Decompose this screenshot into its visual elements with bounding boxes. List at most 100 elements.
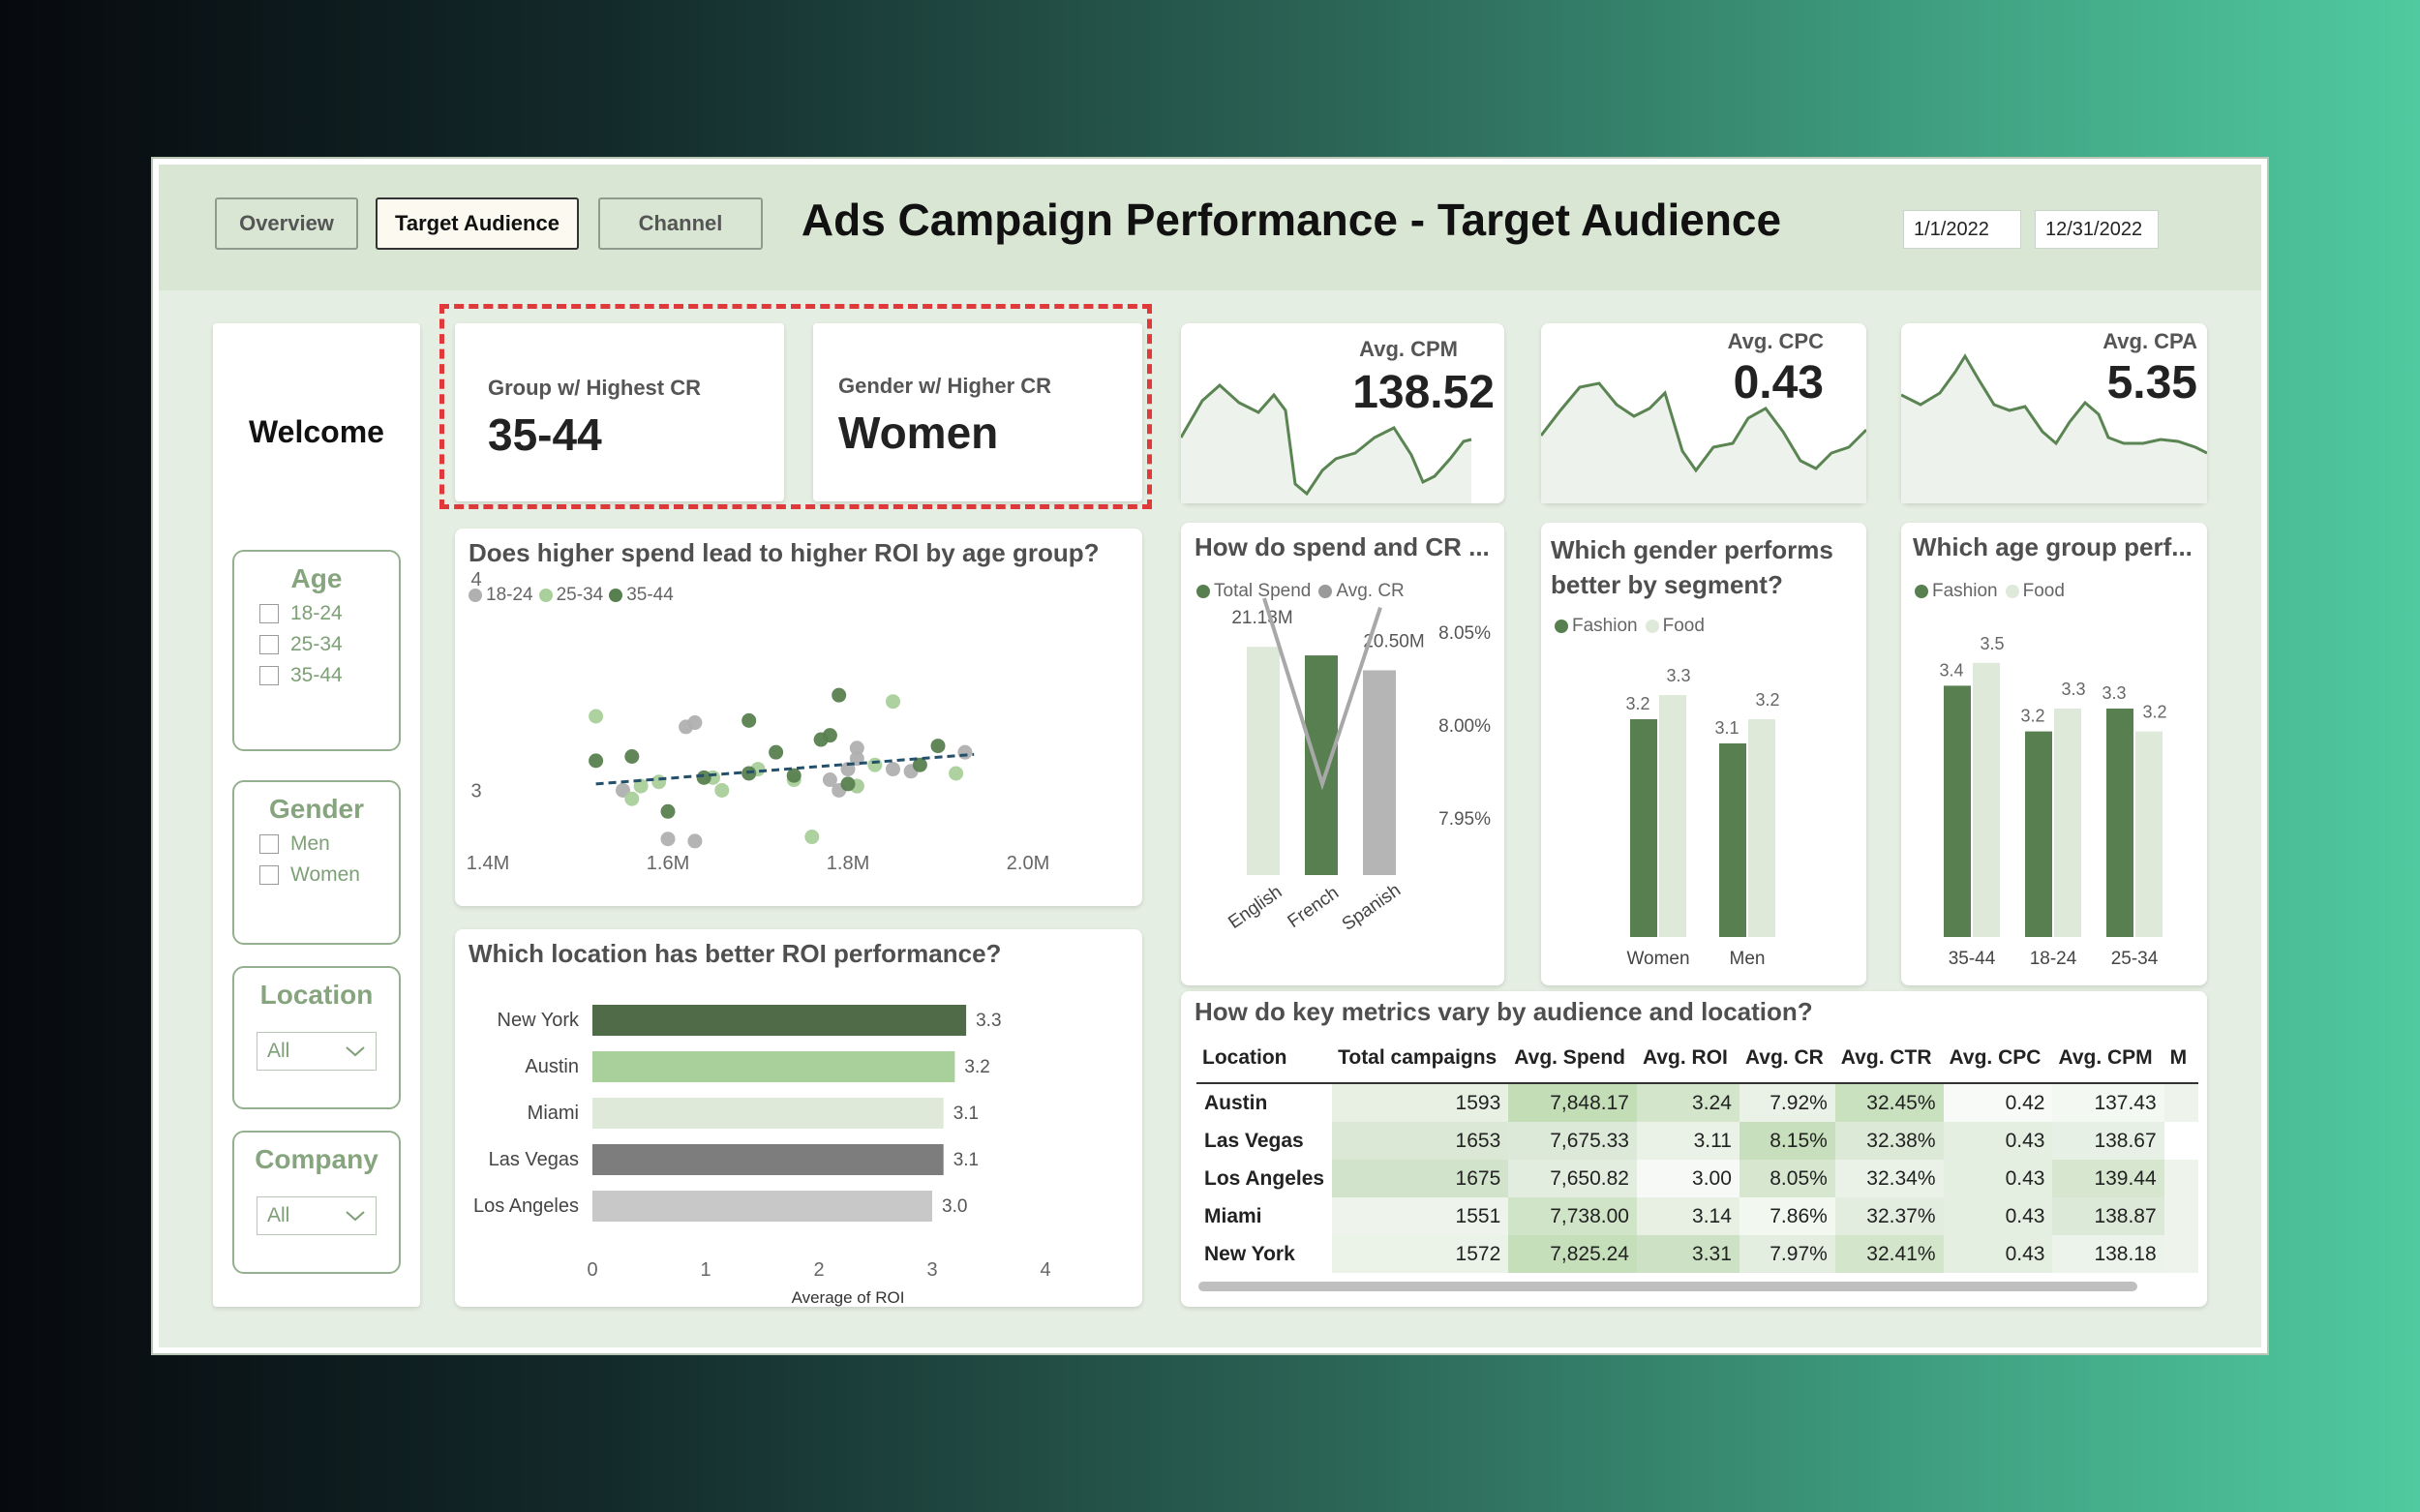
legend-dot xyxy=(2005,585,2019,598)
dropdown-value: All xyxy=(267,1040,290,1062)
y2-tick-label: 8.05% xyxy=(1438,623,1491,644)
age-slicer: Age 18-24 25-34 35-44 xyxy=(232,550,401,751)
data-label: 3.0 xyxy=(942,1196,967,1217)
scatter-legend: 18-24 25-34 35-44 xyxy=(469,585,674,606)
x-tick-label: 1.4M xyxy=(467,853,509,874)
age-option-25-34[interactable]: 25-34 xyxy=(259,633,399,656)
avg-cpm-card: Avg. CPM 138.52 xyxy=(1181,323,1504,503)
kpi-label: Group w/ Highest CR xyxy=(488,376,701,400)
table-cell: 3.24 xyxy=(1636,1083,1739,1122)
chart-title: How do spend and CR ... xyxy=(1195,532,1490,561)
gender-bar-chart: 3.2 3.3 Women 3.1 3.2 Men xyxy=(1625,666,1779,969)
row-location: Las Vegas xyxy=(1204,1129,1304,1152)
gender-legend: Fashion Food xyxy=(1555,616,1705,637)
data-label: 3.2 xyxy=(2020,707,2044,726)
data-label: 21.13M xyxy=(1231,608,1292,628)
end-date-input[interactable]: 12/31/2022 xyxy=(2035,210,2159,249)
table-row: Las Vegas 1653 7,675.33 3.11 8.15% 32.38% 0.43… xyxy=(1196,1122,2199,1160)
column-header[interactable]: Avg. CPM xyxy=(2052,1034,2164,1084)
column-header[interactable]: Avg. CTR xyxy=(1834,1034,1944,1084)
checkbox[interactable] xyxy=(259,834,279,854)
nav-channel-button[interactable]: Channel xyxy=(598,197,763,250)
checkbox[interactable] xyxy=(259,604,279,623)
chart-title: How do key metrics vary by audience and … xyxy=(1195,997,1813,1026)
table-cell xyxy=(2163,1197,2199,1235)
checkbox[interactable] xyxy=(259,865,279,885)
chevron-down-icon xyxy=(346,1046,365,1057)
category-label: 25-34 xyxy=(2111,949,2159,969)
age-option-18-24[interactable]: 18-24 xyxy=(259,602,399,625)
column-header[interactable]: Total campaigns xyxy=(1332,1034,1509,1084)
table-cell: 137.43 xyxy=(2052,1083,2164,1122)
age-option-35-44[interactable]: 35-44 xyxy=(259,664,399,687)
scatter-point xyxy=(651,774,667,790)
gender-option-men[interactable]: Men xyxy=(259,832,399,856)
table-cell: 7,825.24 xyxy=(1508,1235,1637,1273)
table-row: Austin 1593 7,848.17 3.24 7.92% 32.45% 0.42 137… xyxy=(1196,1083,2199,1122)
spend-bar xyxy=(1363,670,1396,875)
bar xyxy=(2135,731,2163,937)
x-tick-label: 1 xyxy=(700,1259,711,1281)
category-label: French xyxy=(1285,883,1343,932)
bar xyxy=(1973,662,2000,937)
legend-label: Fashion xyxy=(1572,616,1638,636)
column-header[interactable]: Avg. CR xyxy=(1739,1034,1835,1084)
row-location: Los Angeles xyxy=(1204,1166,1325,1190)
table-row: New York 1572 7,825.24 3.31 7.97% 32.41% 0.43 1… xyxy=(1196,1235,2199,1273)
checkbox[interactable] xyxy=(259,635,279,654)
location-roi-card: Which location has better ROI performanc… xyxy=(455,929,1142,1307)
legend-label: Total Spend xyxy=(1214,581,1312,601)
trend-line xyxy=(595,752,975,786)
gender-slicer-title: Gender xyxy=(268,794,365,824)
spend-bar xyxy=(1305,655,1338,875)
age-group-card: Which age group perf... Fashion Food 3.4… xyxy=(1901,523,2207,985)
gender-option-women[interactable]: Women xyxy=(259,863,399,887)
row-location: New York xyxy=(1204,1242,1295,1265)
scatter-point xyxy=(660,832,676,847)
kpi-label: Avg. CPM xyxy=(1359,337,1458,361)
column-header[interactable]: Avg. ROI xyxy=(1636,1034,1739,1084)
data-label: 3.2 xyxy=(964,1057,989,1077)
table-cell: 7,650.82 xyxy=(1508,1160,1637,1197)
bar xyxy=(1944,685,1971,937)
table-cell: 3.11 xyxy=(1636,1122,1739,1160)
column-header[interactable]: M xyxy=(2163,1034,2199,1084)
scatter-point xyxy=(840,776,856,792)
table-row: Miami 1551 7,738.00 3.14 7.86% 32.37% 0.43 138.… xyxy=(1196,1197,2199,1235)
spend-cr-legend: Total Spend Avg. CR xyxy=(1196,581,1405,602)
scatter-point xyxy=(957,744,973,760)
company-dropdown[interactable]: All xyxy=(257,1196,377,1235)
column-header[interactable]: Location xyxy=(1196,1034,1333,1084)
column-header[interactable]: Avg. Spend xyxy=(1508,1034,1637,1084)
y2-tick-label: 7.95% xyxy=(1438,809,1491,830)
nav-overview-button[interactable]: Overview xyxy=(215,197,358,250)
category-label: Men xyxy=(1730,949,1766,969)
age-bar-chart: 3.4 3.5 35-44 3.2 3.3 18-24 3.3 3.2 25-34 xyxy=(1939,634,2166,969)
table-cell: 1653 xyxy=(1332,1122,1509,1160)
start-date-input[interactable]: 1/1/2022 xyxy=(1903,210,2021,249)
column-header[interactable]: Avg. CPC xyxy=(1943,1034,2053,1084)
legend-label: Avg. CR xyxy=(1336,581,1405,601)
horizontal-scrollbar[interactable] xyxy=(1198,1282,2137,1291)
category-label: Miami xyxy=(528,1103,579,1124)
table-cell: 1675 xyxy=(1332,1160,1509,1197)
data-label: 3.3 xyxy=(2102,683,2126,703)
scatter-point xyxy=(804,830,820,845)
checkbox[interactable] xyxy=(259,666,279,685)
page-title: Ads Campaign Performance - Target Audien… xyxy=(801,195,1782,245)
x-tick-label: 1.8M xyxy=(827,853,869,874)
kpi-label: Avg. CPC xyxy=(1727,329,1824,353)
metrics-table: Location Total campaigns Avg. Spend Avg. RO… xyxy=(1196,1034,2199,1273)
dropdown-value: All xyxy=(267,1204,290,1226)
bar xyxy=(1719,743,1746,937)
avg-cpc-card: Avg. CPC 0.43 xyxy=(1541,323,1866,503)
location-dropdown[interactable]: All xyxy=(257,1032,377,1071)
higher-cr-gender-card: Gender w/ Higher CR Women xyxy=(813,323,1142,501)
scatter-point xyxy=(696,770,711,785)
scatter-point xyxy=(930,739,946,754)
nav-target-audience-button[interactable]: Target Audience xyxy=(376,197,579,250)
category-label: Las Vegas xyxy=(489,1149,579,1170)
location-bar-chart: New York 3.3 Austin 3.2 Miami 3.1 Las Vegas 3.1… xyxy=(473,1005,1051,1307)
table-cell: 8.05% xyxy=(1739,1160,1835,1197)
legend-dot xyxy=(1196,585,1210,598)
